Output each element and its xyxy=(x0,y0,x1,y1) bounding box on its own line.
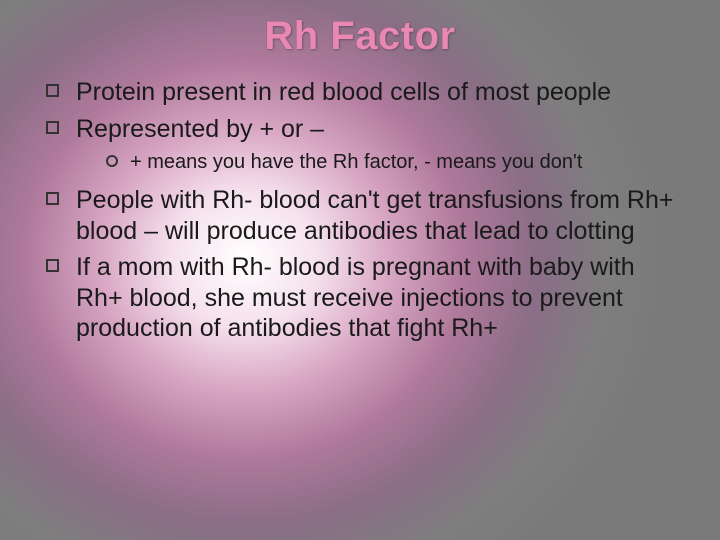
bullet-item: If a mom with Rh- blood is pregnant with… xyxy=(42,252,678,344)
bullet-text: If a mom with Rh- blood is pregnant with… xyxy=(76,253,635,342)
slide: Rh Factor Protein present in red blood c… xyxy=(0,0,720,540)
sub-bullet-item: + means you have the Rh factor, - means … xyxy=(104,150,678,175)
bullet-list: Protein present in red blood cells of mo… xyxy=(42,77,678,344)
bullet-item: Protein present in red blood cells of mo… xyxy=(42,77,678,108)
sub-bullet-list: + means you have the Rh factor, - means … xyxy=(76,150,678,175)
sub-bullet-text: + means you have the Rh factor, - means … xyxy=(130,151,582,173)
bullet-item: Represented by + or – + means you have t… xyxy=(42,114,678,176)
bullet-item: People with Rh- blood can't get transfus… xyxy=(42,185,678,246)
slide-body: Protein present in red blood cells of mo… xyxy=(28,77,692,344)
bullet-text: Represented by + or – xyxy=(76,115,324,143)
slide-title: Rh Factor xyxy=(28,14,692,59)
bullet-text: People with Rh- blood can't get transfus… xyxy=(76,186,673,245)
bullet-text: Protein present in red blood cells of mo… xyxy=(76,78,611,106)
